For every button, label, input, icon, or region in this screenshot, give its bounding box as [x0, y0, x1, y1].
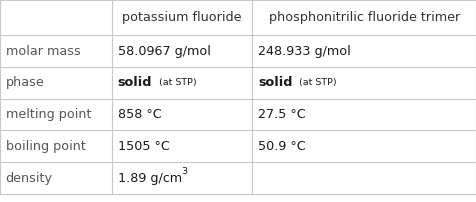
Text: 3: 3 [182, 167, 188, 176]
Text: 27.5 °C: 27.5 °C [258, 108, 306, 121]
Text: molar mass: molar mass [6, 45, 80, 58]
Text: 858 °C: 858 °C [118, 108, 161, 121]
Text: 58.0967 g/mol: 58.0967 g/mol [118, 45, 210, 58]
Text: (at STP): (at STP) [296, 78, 337, 87]
Text: potassium fluoride: potassium fluoride [122, 11, 242, 24]
Text: melting point: melting point [6, 108, 91, 121]
Text: boiling point: boiling point [6, 140, 86, 153]
Text: phosphonitrilic fluoride trimer: phosphonitrilic fluoride trimer [268, 11, 460, 24]
Text: 50.9 °C: 50.9 °C [258, 140, 306, 153]
Text: 1505 °C: 1505 °C [118, 140, 169, 153]
Text: 1.89 g/cm: 1.89 g/cm [118, 171, 182, 185]
Text: (at STP): (at STP) [156, 78, 197, 87]
Text: 248.933 g/mol: 248.933 g/mol [258, 45, 351, 58]
Text: density: density [6, 171, 53, 185]
Text: solid: solid [118, 76, 152, 89]
Text: solid: solid [258, 76, 292, 89]
Text: phase: phase [6, 76, 44, 89]
